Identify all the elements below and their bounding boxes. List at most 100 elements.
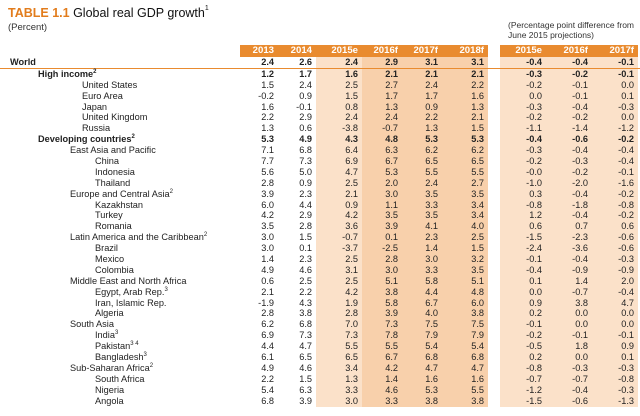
table-cell: 2.5 (442, 232, 488, 244)
table-cell: 5.0 (299, 166, 312, 177)
row-label: Euro Area (82, 91, 123, 102)
table-cell: -0.0 (500, 166, 546, 178)
table-cell: 6.0 (261, 199, 274, 210)
table-cell: -0.6 (546, 395, 592, 407)
row-label: United Kingdom (82, 112, 147, 123)
table-cell: 3.8 (546, 297, 592, 309)
table-row: Middle East and North Africa 0.6 2.5 2.5 5.1… (0, 275, 640, 287)
table-cell: 5.3 (402, 134, 442, 146)
table-cell: 0.0 (592, 308, 638, 320)
gdp-growth-table: 2013 2014 2015e 2016f 2017f 2018f 2015e 2016f 20… (0, 45, 640, 407)
row-label: Angola (95, 396, 124, 407)
table-cell: 6.8 (299, 319, 312, 330)
row-label-text: Romania (95, 221, 132, 232)
row-label-text: Iran, Islamic Rep. (95, 297, 167, 308)
table-cell: 3.9 (299, 395, 312, 406)
table-cell: -0.3 (500, 145, 546, 157)
row-label-text: Angola (95, 395, 124, 406)
table-cell: 6.7 (402, 297, 442, 309)
table-cell: -0.6 (592, 232, 638, 244)
row-label-text: High income (38, 68, 94, 79)
table-cell: 7.3 (316, 330, 362, 342)
table-cell: 6.5 (442, 156, 488, 167)
table-cell: 0.0 (546, 352, 592, 363)
table-cell: 1.5 (442, 243, 488, 255)
table-cell: 6.2 (402, 145, 442, 157)
row-label: Kazakhstan (95, 200, 143, 211)
table-cell: 0.0 (592, 79, 638, 91)
table-cell: -0.4 (546, 145, 592, 157)
table-cell: -0.1 (500, 254, 546, 265)
table-header-row: 2013 2014 2015e 2016f 2017f 2018f 2015e 2016f 20… (0, 45, 640, 57)
table-cell: -0.4 (500, 134, 546, 146)
table-cell: -3.6 (546, 243, 592, 255)
table-cell: -0.3 (592, 384, 638, 396)
row-label-text: Pakistan (95, 341, 131, 352)
table-subtitle: (Percent) (8, 22, 48, 33)
table-cell: 4.9 (261, 264, 274, 275)
table-cell: -0.1 (546, 330, 592, 342)
row-label: Europe and Central Asia2 (70, 189, 173, 200)
table-cell: 2.1 (362, 68, 402, 80)
row-label-text: Kazakhstan (95, 199, 144, 210)
table-cell: 4.0 (402, 308, 442, 320)
table-cell: 2.4 (316, 57, 362, 68)
column-header-2018f: 2018f (442, 45, 488, 57)
table-cell: 2.4 (316, 112, 362, 124)
row-label-text: Colombia (95, 264, 134, 275)
table-cell: 5.3 (402, 384, 442, 396)
table-cell: 7.3 (299, 330, 312, 341)
table-cell: 4.8 (442, 286, 488, 298)
table-cell: 7.1 (261, 145, 274, 156)
row-label-text: Latin America and the Caribbean (70, 232, 204, 243)
table-cell: -0.4 (546, 101, 592, 113)
row-label: Romania (95, 221, 132, 232)
table-cell: 4.3 (316, 134, 362, 146)
table-cell: -2.0 (546, 177, 592, 189)
table-cell: -1.2 (592, 123, 638, 135)
table-cell: 6.8 (402, 352, 442, 363)
row-label: Thailand (95, 178, 130, 189)
table-cell: 4.2 (316, 210, 362, 222)
table-cell: 2.1 (442, 112, 488, 124)
table-cell: 3.8 (442, 395, 488, 407)
table-cell: -0.4 (546, 188, 592, 200)
table-row: Iran, Islamic Rep. -1.9 4.3 1.9 5.8 6.7 6.0 0.9… (0, 297, 640, 309)
table-cell: 6.3 (299, 384, 312, 395)
table-cell: 0.9 (402, 101, 442, 113)
table-cell: 1.3 (362, 101, 402, 113)
table-cell: 7.9 (402, 330, 442, 342)
table-cell: 2.8 (362, 254, 402, 265)
table-cell: -0.1 (592, 166, 638, 178)
row-label-footnote: 2 (203, 232, 208, 239)
table-body: World 2.4 2.6 2.4 2.9 3.1 3.1 -0.4 -0.4 -0.1 High … (0, 57, 640, 407)
row-label: Developing countries2 (38, 134, 135, 145)
table-cell: 2.5 (316, 275, 362, 287)
table-row: Developing countries2 5.3 4.9 4.3 4.8 5.3 5.3-… (0, 134, 640, 146)
table-cell: 0.9 (592, 341, 638, 353)
table-cell: -0.4 (546, 210, 592, 222)
row-label-text: Nigeria (95, 384, 125, 395)
table-cell: -0.2 (546, 112, 592, 124)
table-cell: 6.7 (362, 156, 402, 167)
table-cell: 5.4 (442, 341, 488, 353)
table-cell: 0.0 (500, 90, 546, 102)
row-label-text: Egypt, Arab Rep. (95, 286, 165, 297)
row-label: Indonesia (95, 167, 135, 178)
table-cell: 2.5 (316, 177, 362, 189)
table-cell: 0.9 (299, 177, 312, 188)
table-cell: 0.0 (546, 319, 592, 331)
row-label-text: Middle East and North Africa (70, 275, 187, 286)
table-cell: -0.3 (592, 101, 638, 113)
table-cell: 3.8 (299, 308, 312, 319)
table-cell: -2.4 (500, 243, 546, 255)
table-cell: -3.7 (316, 243, 362, 255)
table-cell: 1.4 (402, 243, 442, 255)
table-cell: -0.3 (500, 101, 546, 113)
table-cell: -0.7 (500, 373, 546, 385)
row-label: China (95, 156, 119, 167)
row-label: South Asia (70, 319, 114, 330)
column-header-2017f-diff: 2017f (592, 45, 638, 57)
row-label: Japan (82, 102, 107, 113)
table-cell: 2.4 (362, 112, 402, 124)
